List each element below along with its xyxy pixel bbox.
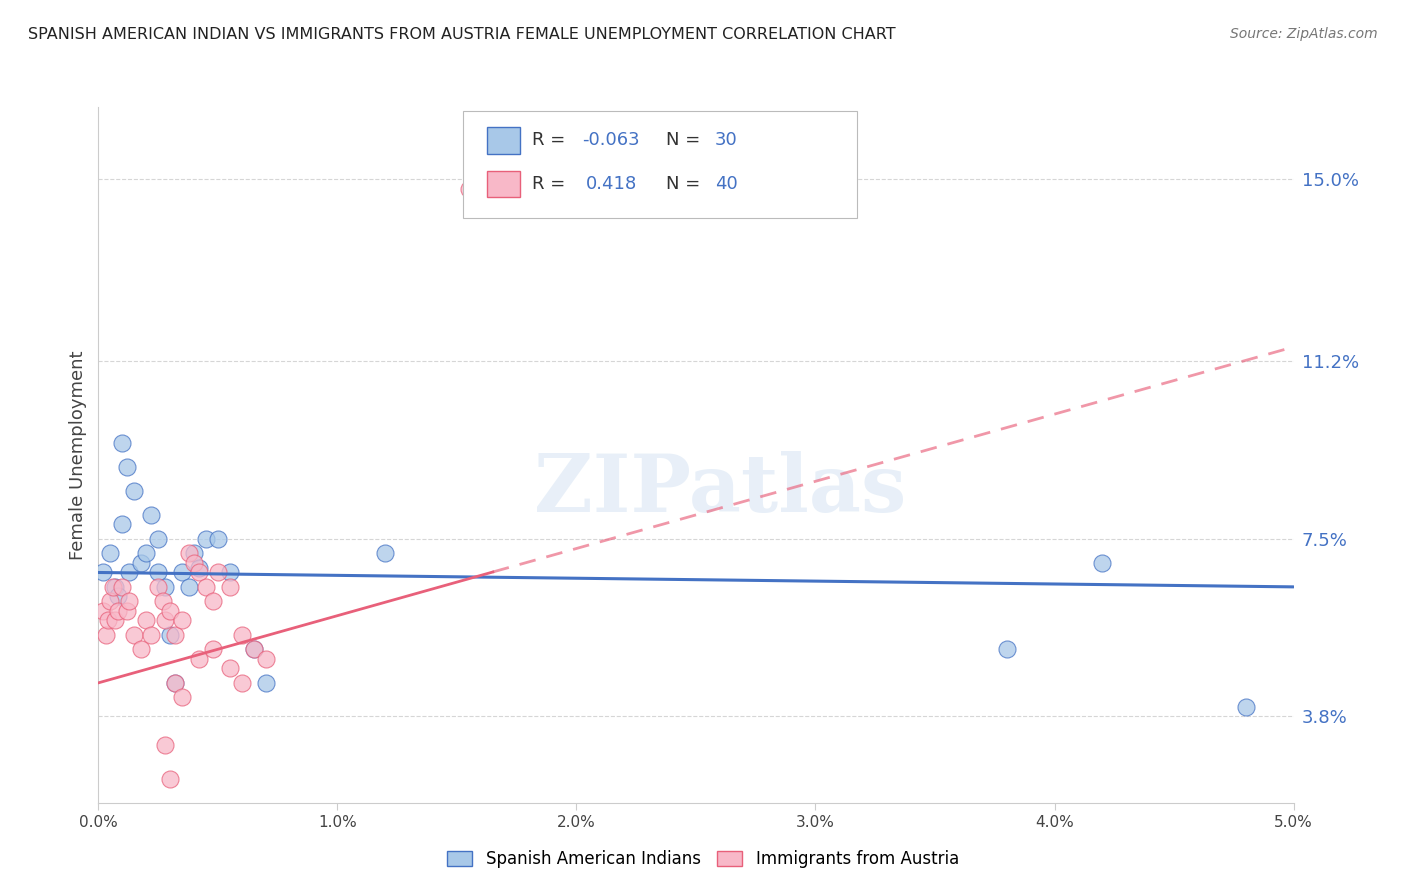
Text: N =: N = [666,131,706,150]
Y-axis label: Female Unemployment: Female Unemployment [69,351,87,559]
Point [231,628,253,642]
Point [139,628,162,642]
Point [111,517,134,532]
Point [219,661,242,675]
Point [183,546,205,560]
Point [195,532,218,546]
Point [100,546,122,560]
Text: SPANISH AMERICAN INDIAN VS IMMIGRANTS FROM AUSTRIA FEMALE UNEMPLOYMENT CORRELATI: SPANISH AMERICAN INDIAN VS IMMIGRANTS FR… [28,27,896,42]
Point [115,459,138,474]
Point [187,652,209,666]
Text: R =: R = [533,131,571,150]
Point [91,566,114,580]
Point [179,580,201,594]
Point [100,594,122,608]
Legend: Spanish American Indians, Immigrants from Austria: Spanish American Indians, Immigrants fro… [440,844,966,875]
Text: R =: R = [533,175,576,194]
Point [254,676,277,690]
Point [91,604,114,618]
Text: 40: 40 [716,175,738,194]
Point [995,642,1018,657]
Point [131,556,153,570]
Point [155,614,177,628]
Point [152,594,174,608]
Point [131,642,153,657]
Point [1091,556,1114,570]
Point [219,566,242,580]
Point [124,628,146,642]
Point [202,594,225,608]
Point [207,532,229,546]
Point [243,642,266,657]
Point [135,546,157,560]
Point [172,690,194,705]
Point [135,614,157,628]
Point [148,566,170,580]
Point [183,556,205,570]
Point [94,628,117,642]
Text: -0.063: -0.063 [582,131,640,150]
Point [148,580,170,594]
FancyBboxPatch shape [486,171,520,197]
Point [124,483,146,498]
FancyBboxPatch shape [463,111,858,219]
Point [243,642,266,657]
Point [179,546,201,560]
Text: 30: 30 [716,131,738,150]
Point [159,604,181,618]
Text: Source: ZipAtlas.com: Source: ZipAtlas.com [1230,27,1378,41]
Point [219,580,242,594]
Point [163,628,186,642]
Text: N =: N = [666,175,706,194]
Point [97,614,120,628]
Point [155,580,177,594]
FancyBboxPatch shape [486,128,520,153]
Point [1234,699,1257,714]
Point [104,614,127,628]
Point [254,652,277,666]
Point [207,566,229,580]
Point [118,594,141,608]
Text: 0.418: 0.418 [586,175,637,194]
Point [202,642,225,657]
Point [148,532,170,546]
Point [155,738,177,752]
Point [107,604,129,618]
Point [172,614,194,628]
Point [118,566,141,580]
Point [195,580,218,594]
Point [159,772,181,786]
Point [163,676,186,690]
Point [111,436,134,450]
Point [163,676,186,690]
Point [115,604,138,618]
Point [374,546,396,560]
Point [187,560,209,574]
Point [231,676,253,690]
Text: ZIPatlas: ZIPatlas [534,450,905,529]
Point [104,580,127,594]
Point [187,566,209,580]
Point [470,196,492,211]
Point [111,580,134,594]
Point [458,181,481,195]
Point [159,628,181,642]
Point [139,508,162,522]
Point [107,590,129,604]
Point [101,580,124,594]
Point [172,566,194,580]
